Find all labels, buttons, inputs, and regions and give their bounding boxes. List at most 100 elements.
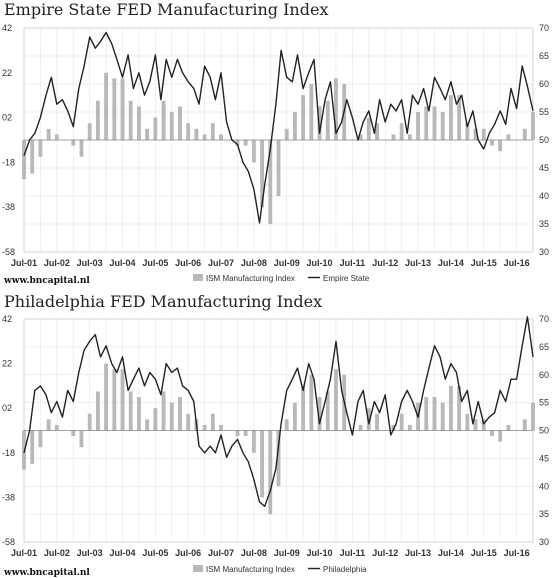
ism-bar <box>79 140 84 157</box>
ism-bar <box>210 123 215 140</box>
y-left-tick-label: 02 <box>2 403 12 413</box>
legend-label-line: Empire State <box>323 274 370 283</box>
ism-bar <box>531 112 535 140</box>
legend-swatch-bar <box>193 565 203 572</box>
legend-label-line: Philadelphia <box>323 565 367 574</box>
watermark: www.bncapital.nl <box>4 276 90 286</box>
watermark: www.bncapital.nl <box>4 568 90 578</box>
y-left-tick-label: 22 <box>2 68 12 78</box>
y-right-tick-label: 55 <box>539 107 549 117</box>
y-left-tick-label: 02 <box>2 113 12 123</box>
x-tick-label: Jul-16 <box>504 258 530 268</box>
x-tick-label: Jul-07 <box>208 548 234 558</box>
ism-bar <box>169 402 174 431</box>
x-tick-label: Jul-05 <box>142 258 168 268</box>
y-right-tick-label: 40 <box>539 481 549 491</box>
y-right-tick-label: 35 <box>539 219 549 229</box>
x-tick-label: Jul-08 <box>241 548 267 558</box>
ism-bar <box>391 424 396 431</box>
y-right-tick-label: 45 <box>539 453 549 463</box>
y-right-tick-label: 50 <box>539 135 549 145</box>
y-right-tick-label: 30 <box>539 537 549 547</box>
x-tick-label: Jul-12 <box>372 258 398 268</box>
ism-bar <box>284 128 289 140</box>
ism-bar <box>465 123 470 140</box>
ism-bar <box>38 140 43 157</box>
ism-bar <box>424 397 429 431</box>
ism-bar <box>407 424 412 431</box>
x-tick-label: Jul-01 <box>11 258 37 268</box>
x-tick-label: Jul-06 <box>175 548 201 558</box>
ism-bar <box>87 413 92 431</box>
y-right-tick-label: 70 <box>539 314 549 324</box>
ism-bar <box>145 419 150 431</box>
ism-bar <box>506 134 511 140</box>
ism-bar <box>95 391 100 431</box>
line-series-1 <box>23 316 534 508</box>
ism-bar <box>531 402 535 431</box>
philadelphia-panel: Philadelphia FED Manufacturing Index 42 2… <box>0 292 558 578</box>
empire-state-panel: Empire State FED Manufacturing Index 42 2… <box>2 0 549 286</box>
y-left-tick-label: -58 <box>2 537 15 547</box>
x-tick-label: Jul-06 <box>175 258 201 268</box>
ism-bar <box>219 134 223 140</box>
x-tick-label: Jul-01 <box>11 548 37 558</box>
ism-bar <box>235 140 240 146</box>
ism-bar <box>399 413 404 431</box>
x-tick-label: Jul-11 <box>340 258 366 268</box>
x-tick-label: Jul-05 <box>142 548 168 558</box>
ism-bar <box>46 419 51 431</box>
y-left-tick-label: -18 <box>2 157 15 167</box>
x-tick-label: Jul-13 <box>405 258 431 268</box>
y-right-tick-label: 35 <box>539 509 549 519</box>
ism-bar <box>268 430 273 515</box>
ism-bar <box>506 424 511 431</box>
ism-bar <box>210 413 215 431</box>
x-tick-label: Jul-09 <box>274 548 300 558</box>
ism-bar <box>522 419 527 431</box>
ism-bar <box>498 140 503 152</box>
x-tick-label: Jul-03 <box>77 258 103 268</box>
x-tick-label: Jul-09 <box>274 258 300 268</box>
x-tick-label: Jul-16 <box>504 548 530 558</box>
x-tick-label: Jul-13 <box>405 548 431 558</box>
y-right-tick-label: 70 <box>539 23 549 33</box>
ism-bar <box>186 123 191 140</box>
ism-bar <box>293 402 297 431</box>
x-tick-label: Jul-14 <box>438 548 464 558</box>
ism-bar <box>366 117 371 140</box>
ism-bar <box>178 397 182 431</box>
ism-bar <box>358 134 363 140</box>
ism-bar <box>276 140 281 196</box>
x-tick-label: Jul-04 <box>110 258 136 268</box>
y-right-tick-label: 65 <box>539 342 549 352</box>
y-right-tick-label: 60 <box>539 79 549 89</box>
ism-bar <box>161 100 166 140</box>
y-right-tick-label: 55 <box>539 398 549 408</box>
ism-bar <box>399 123 404 140</box>
ism-bar <box>71 430 76 437</box>
ism-bar <box>260 140 264 208</box>
ism-bar <box>309 84 314 140</box>
y-right-tick-label: 30 <box>539 247 549 257</box>
ism-bar <box>473 419 478 431</box>
ism-bar <box>490 430 494 437</box>
ism-bar <box>120 369 125 431</box>
x-tick-label: Jul-15 <box>471 258 497 268</box>
ism-bar <box>260 430 264 498</box>
ism-bar <box>202 424 207 431</box>
y-left-tick-label: 42 <box>2 314 12 324</box>
y-left-tick-label: -18 <box>2 448 15 458</box>
ism-bar <box>424 106 429 140</box>
ism-bar <box>71 140 76 146</box>
ism-bar <box>22 140 26 180</box>
ism-bar <box>276 430 281 487</box>
ism-bar <box>120 78 125 140</box>
y-left-tick-label: 22 <box>2 359 12 369</box>
ism-bar <box>416 112 420 140</box>
philadelphia-chart: 42 22 02 -18 -38 -58 70 65 60 55 50 45 40 35 30 Jul-01 J… <box>2 314 549 574</box>
ism-bar <box>112 369 117 431</box>
ism-bar <box>153 117 158 140</box>
y-left-tick-label: -58 <box>2 247 15 257</box>
ism-bar <box>54 424 59 431</box>
